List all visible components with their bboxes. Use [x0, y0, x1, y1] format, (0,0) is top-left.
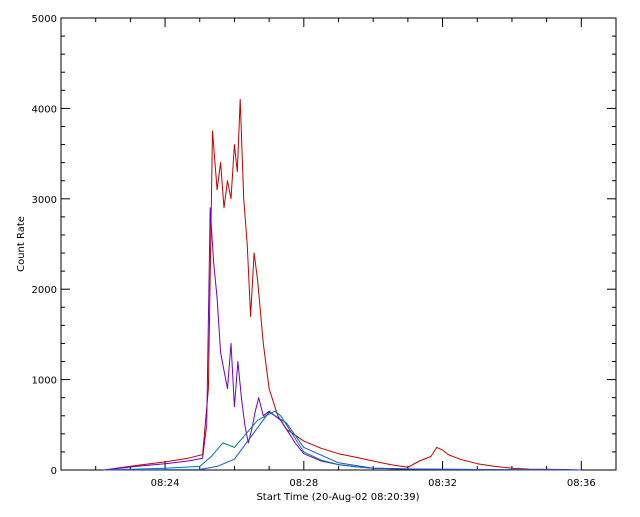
- x-tick-label: 08:24: [151, 478, 180, 489]
- x-tick-label: 08:32: [428, 478, 457, 489]
- x-tick-label: 08:28: [289, 478, 318, 489]
- y-tick-label: 1000: [32, 376, 57, 387]
- x-axis: 08:24 08:28 08:32 08:36: [60, 18, 617, 489]
- y-tick-label: 5000: [32, 14, 57, 25]
- series-line-3: [103, 410, 582, 471]
- y-axis-label: Count Rate: [16, 216, 27, 272]
- x-axis-label: Start Time (20-Aug-02 08:20:39): [256, 492, 419, 503]
- y-tick-label: 0: [51, 466, 57, 477]
- y-tick-label: 2000: [32, 285, 57, 296]
- series-line-1: [103, 98, 582, 471]
- plot-frame: [60, 17, 617, 471]
- series-line-4: [103, 411, 582, 471]
- y-tick-label: 3000: [32, 195, 57, 206]
- series-layer: [103, 98, 582, 471]
- x-tick-label: 08:36: [567, 478, 596, 489]
- y-tick-label: 4000: [32, 104, 57, 115]
- y-axis: 0 1000 2000 3000 4000 5000: [32, 14, 616, 477]
- series-line-2: [103, 207, 582, 471]
